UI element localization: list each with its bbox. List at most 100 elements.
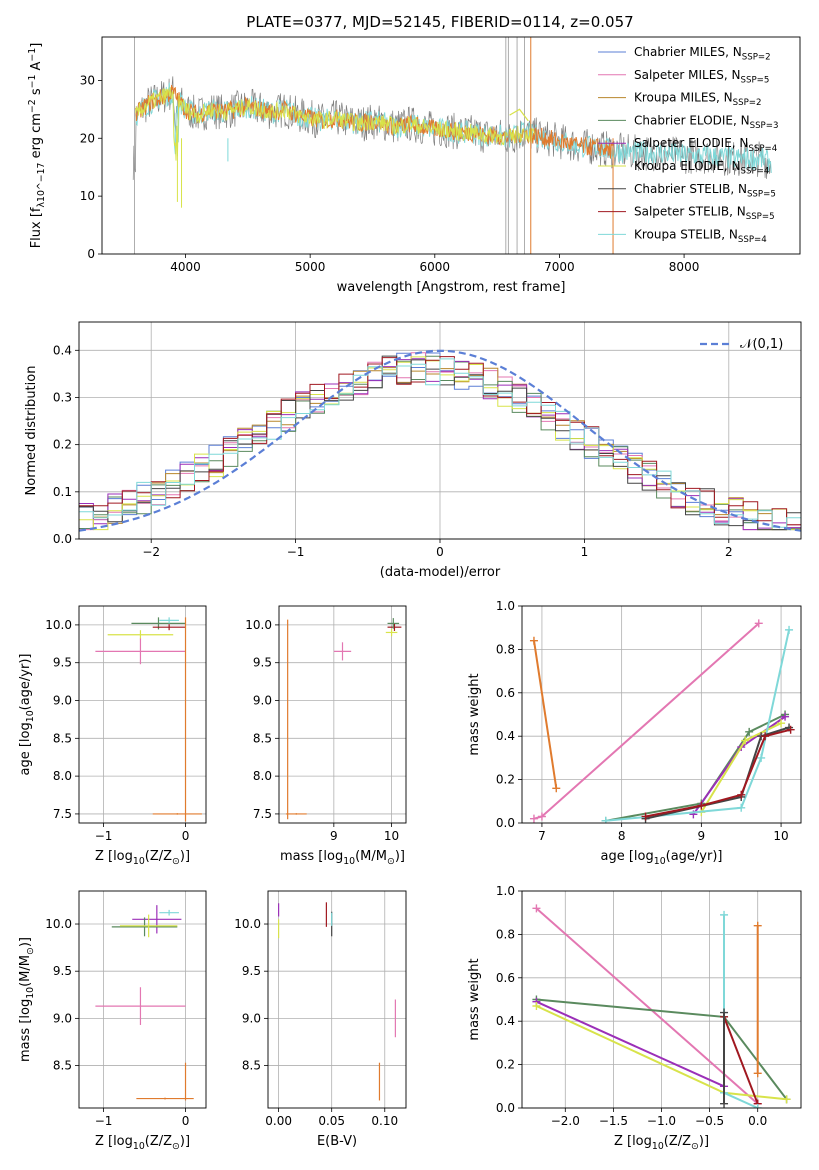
y-axis-label: Flux [fλ10^−17 erg cm−2 s−1 A−1] [27,43,47,249]
x-tick-label: 0 [182,829,190,843]
x-axis-label: E(B-V) [317,1134,357,1149]
plot-area [79,349,801,532]
y-tick-label: 8.5 [253,731,272,745]
x-tick-label: −1.0 [647,1114,676,1128]
y-tick-label: 8.0 [253,769,272,783]
mass-weight-line [533,622,760,820]
x-tick-label: 7 [538,829,546,843]
mass-weight-vs-metallicity-panel: −2.0 −1.5 −1.0 −0.5 0.0 0.0 0.2 0.4 0.6 0.8 1.0 Z [… [467,884,802,1152]
x-tick-label: 10 [384,829,399,843]
spectrum-legend: Chabrier MILES, NSSP=2 Salpeter MILES, NS… [598,45,778,245]
y-tick-label: 8.0 [53,769,72,783]
y-tick-label: 10.0 [45,618,72,632]
y-axis-label: Normed distribution [24,366,39,496]
mass-weight-marker [785,625,794,634]
x-tick-label: 9 [698,829,706,843]
x-tick-label: 8 [618,829,626,843]
x-tick-label: 0 [436,545,444,559]
x-tick-label: 1 [581,545,589,559]
x-tick-label: 2 [725,545,733,559]
y-tick-label: 8.5 [242,1059,261,1073]
y-tick-label: 9.0 [53,694,72,708]
x-tick-label: −1.5 [599,1114,628,1128]
mass-weight-marker [753,1104,762,1108]
age-vs-mass-panel: 9 10 7.5 8.0 8.5 9.0 9.5 10.0 mass [log10(M/M⊙)] [245,605,407,867]
mass-weight-line [692,715,786,815]
mass-weight-marker [741,736,750,745]
mass-weight-marker [697,801,706,810]
y-tick-label: 0.6 [496,971,515,985]
plot-area [285,618,402,820]
x-tick-label: −1 [95,829,113,843]
y-axis-label: mass weight [467,958,482,1040]
y-tick-label: 9.5 [253,656,272,670]
legend-label: Salpeter MILES, NSSP=5 [634,68,769,86]
figure-title: PLATE=0377, MJD=52145, FIBERID=0114, z=0… [246,13,633,31]
y-tick-label: 0.8 [496,642,515,656]
legend-label: Salpeter ELODIE, NSSP=4 [634,136,777,154]
y-tick-label: 0.0 [53,532,72,546]
mass-weight-marker [720,1099,729,1108]
x-tick-label: 6000 [420,260,451,274]
orange-model-line [135,85,614,159]
y-tick-label: 0 [87,247,95,261]
mass-weight-line [533,640,558,789]
legend-label: Kroupa STELIB, NSSP=4 [634,227,767,245]
x-tick-label: 5000 [295,260,326,274]
x-tick-label: −1 [95,1114,113,1128]
y-tick-label: 10.0 [245,618,272,632]
y-tick-label: 0.0 [496,816,515,830]
y-tick-label: 0.0 [496,1101,515,1115]
mass-weight-line [723,1016,759,1105]
plot-area [532,904,791,1108]
mass-weight-marker [537,812,546,821]
y-tick-label: 0.4 [496,729,515,743]
mass-weight-marker [754,619,763,628]
mass-weight-vs-age-panel: 7 8 9 10 0.0 0.2 0.4 0.6 0.8 1.0 age [log10(age/yr… [467,599,802,867]
legend-label: Chabrier ELODIE, NSSP=3 [634,113,778,131]
x-tick-label: −2 [142,545,160,559]
kroupa-elodie-model-line [135,87,535,161]
y-axis-label: mass [log10(M/M⊙)] [18,937,36,1062]
axes-frame [521,605,802,824]
mass-weight-marker [737,790,746,799]
histogram-salpeter-stelib [79,356,801,526]
x-axis-label: wavelength [Angstrom, rest frame] [337,280,566,295]
x-axis-label: mass [log10(M/M⊙)] [280,849,405,867]
y-tick-label: 9.0 [242,1011,261,1025]
y-tick-label: 9.5 [53,964,72,978]
y-tick-label: 8.5 [53,1059,72,1073]
mass-weight-marker [720,1008,729,1017]
y-tick-label: 7.5 [53,807,72,821]
y-tick-label: 0.2 [496,773,515,787]
mass-weight-marker [782,1095,791,1104]
mass-weight-marker [753,921,762,930]
axes-frame [267,890,407,1109]
y-tick-label: 0.2 [53,438,72,452]
x-axis-label: Z [log10(Z/Z⊙)] [95,849,190,867]
x-tick-label: 9 [330,829,338,843]
legend-label: Kroupa ELODIE, NSSP=4 [634,159,769,177]
mass-weight-marker [641,812,650,821]
mass-weight-marker [552,784,561,793]
legend-label: Chabrier STELIB, NSSP=5 [634,182,776,200]
axes-frame [78,890,207,1109]
y-tick-label: 10.0 [45,917,72,931]
age-vs-metallicity-panel: −1 0 7.5 8.0 8.5 9.0 9.5 10.0 Z [log10(Z/Z⊙)] age… [18,605,207,867]
y-tick-label: 0.8 [496,927,515,941]
y-tick-label: 30 [80,73,95,87]
mass-vs-ebv-panel: 0.00 0.05 0.10 8.5 9.0 9.5 10.0 E(B-V) [234,890,407,1149]
axes-frame [101,36,801,255]
y-tick-label: 1.0 [496,599,515,613]
mass-weight-marker [753,1069,762,1078]
x-tick-label: 0.00 [265,1114,292,1128]
y-tick-label: 8.5 [53,731,72,745]
axes-frame [78,605,207,824]
normal-distribution-curve [79,349,801,532]
x-tick-label: −0.5 [695,1114,724,1128]
x-tick-label: −1 [287,545,305,559]
x-tick-label: 7000 [544,260,575,274]
x-tick-label: 0.05 [318,1114,345,1128]
y-tick-label: 9.0 [53,1011,72,1025]
